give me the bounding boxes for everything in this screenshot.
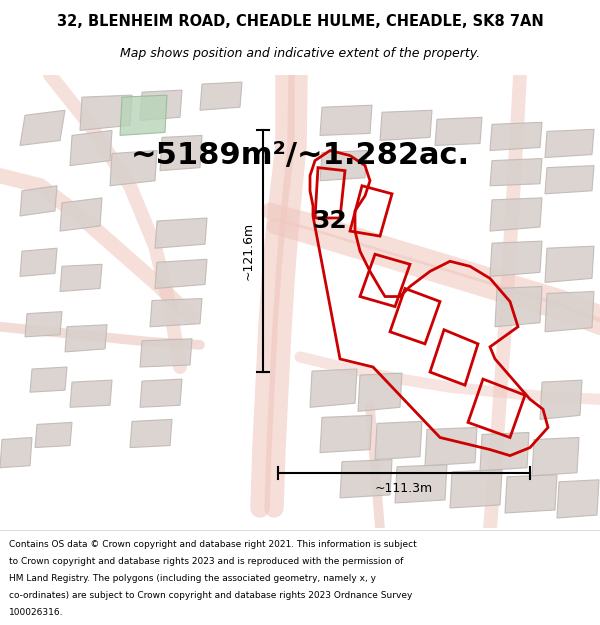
Polygon shape: [480, 432, 529, 471]
Polygon shape: [545, 246, 594, 282]
Polygon shape: [155, 259, 207, 289]
Polygon shape: [490, 198, 542, 231]
Polygon shape: [395, 465, 447, 503]
Text: 100026316.: 100026316.: [9, 608, 64, 616]
Polygon shape: [30, 367, 67, 392]
Polygon shape: [495, 286, 542, 327]
Polygon shape: [320, 105, 372, 136]
Polygon shape: [20, 110, 65, 146]
Polygon shape: [310, 369, 357, 408]
Polygon shape: [130, 419, 172, 447]
Polygon shape: [540, 380, 582, 419]
Polygon shape: [80, 95, 132, 131]
Polygon shape: [60, 198, 102, 231]
Polygon shape: [110, 151, 157, 186]
Polygon shape: [25, 312, 62, 337]
Polygon shape: [120, 95, 167, 136]
Polygon shape: [160, 136, 202, 171]
Polygon shape: [505, 475, 557, 513]
Text: HM Land Registry. The polygons (including the associated geometry, namely x, y: HM Land Registry. The polygons (includin…: [9, 574, 376, 582]
Polygon shape: [200, 82, 242, 110]
Text: Contains OS data © Crown copyright and database right 2021. This information is : Contains OS data © Crown copyright and d…: [9, 540, 417, 549]
Polygon shape: [532, 438, 579, 476]
Text: to Crown copyright and database rights 2023 and is reproduced with the permissio: to Crown copyright and database rights 2…: [9, 557, 403, 566]
Text: Map shows position and indicative extent of the property.: Map shows position and indicative extent…: [120, 48, 480, 61]
Text: 32: 32: [313, 209, 347, 233]
Text: co-ordinates) are subject to Crown copyright and database rights 2023 Ordnance S: co-ordinates) are subject to Crown copyr…: [9, 591, 412, 599]
Polygon shape: [490, 159, 542, 186]
Polygon shape: [140, 90, 182, 120]
Polygon shape: [545, 166, 594, 194]
Polygon shape: [380, 110, 432, 141]
Polygon shape: [140, 379, 182, 408]
Text: 32, BLENHEIM ROAD, CHEADLE HULME, CHEADLE, SK8 7AN: 32, BLENHEIM ROAD, CHEADLE HULME, CHEADL…: [56, 14, 544, 29]
Polygon shape: [340, 459, 392, 498]
Polygon shape: [20, 186, 57, 216]
Polygon shape: [425, 428, 477, 466]
Polygon shape: [490, 122, 542, 151]
Polygon shape: [557, 480, 599, 518]
Polygon shape: [320, 416, 372, 452]
Polygon shape: [375, 421, 422, 459]
Polygon shape: [35, 422, 72, 447]
Polygon shape: [70, 131, 112, 166]
Polygon shape: [450, 470, 502, 508]
Polygon shape: [65, 325, 107, 352]
Polygon shape: [320, 151, 367, 181]
Polygon shape: [490, 241, 542, 276]
Text: ~121.6m: ~121.6m: [241, 222, 254, 280]
Polygon shape: [155, 218, 207, 248]
Polygon shape: [545, 291, 594, 332]
Polygon shape: [0, 438, 32, 468]
Polygon shape: [20, 248, 57, 276]
Text: ~111.3m: ~111.3m: [375, 482, 433, 496]
Polygon shape: [60, 264, 102, 291]
Polygon shape: [150, 299, 202, 327]
Polygon shape: [140, 339, 192, 367]
Polygon shape: [435, 118, 482, 146]
Polygon shape: [70, 380, 112, 408]
Polygon shape: [358, 373, 402, 411]
Polygon shape: [545, 129, 594, 158]
Text: ~5189m²/~1.282ac.: ~5189m²/~1.282ac.: [130, 141, 470, 170]
